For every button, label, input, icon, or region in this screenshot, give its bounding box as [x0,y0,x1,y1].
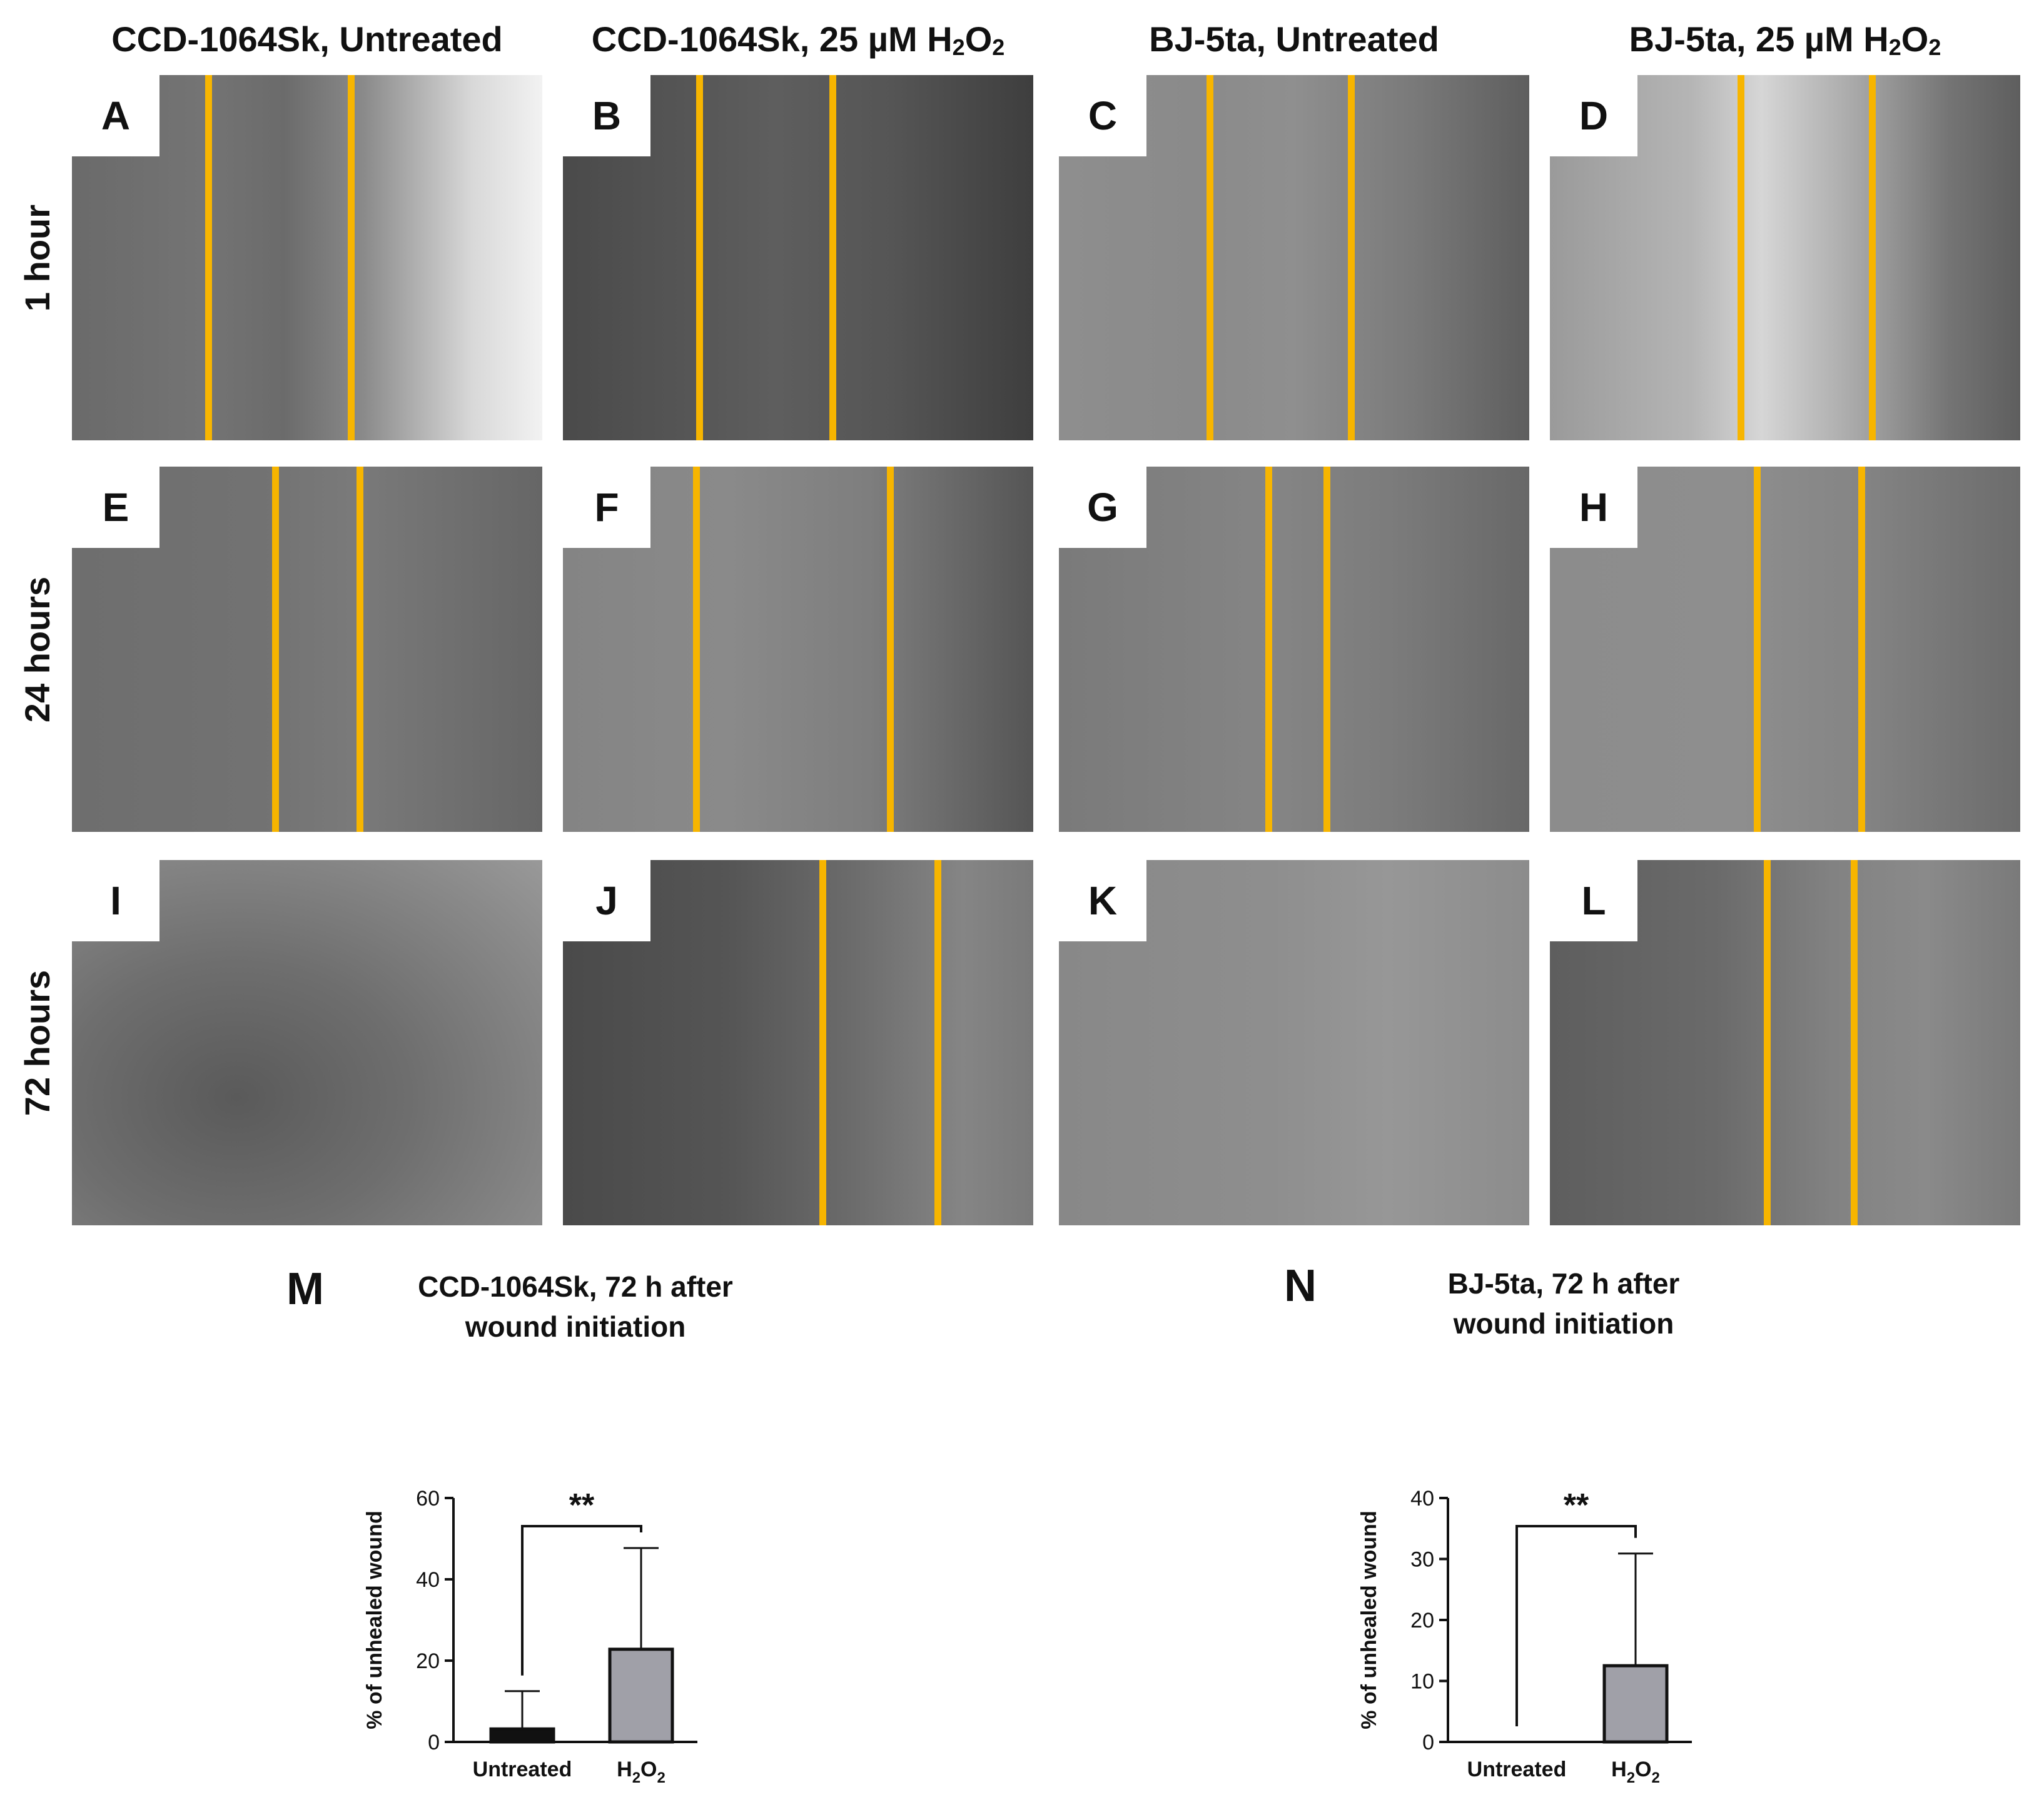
wound-edge-line [887,467,894,832]
panel-label: E [72,467,159,548]
x-tick-label: H2O2 [617,1758,665,1786]
y-axis-label: % of unhealed wound [1357,1511,1381,1729]
y-tick-label: 0 [428,1731,440,1754]
wound-edge-line [1858,467,1865,832]
chart-title-m: CCD-1064Sk, 72 h after wound initiation [418,1270,733,1343]
micrograph-panel-c: C [1059,75,1529,440]
micrograph-panel-h: H [1550,467,2020,832]
panel-label: C [1059,75,1146,156]
row-label-24-hours: 24 hours [18,576,58,722]
wound-edge-line [693,467,700,832]
micrograph-panel-f: F [563,467,1033,832]
y-tick-label: 40 [1410,1487,1434,1511]
panel-label: L [1550,860,1637,941]
bar-h2o2 [608,1648,674,1744]
micrograph-panel-a: A [72,75,542,440]
wound-edge-line [1754,467,1761,832]
wound-edge-line [357,467,363,832]
wound-edge-line [1265,467,1272,832]
y-axis-label: % of unhealed wound [363,1511,387,1729]
wound-edge-line [829,75,836,440]
wound-edge-line [205,75,212,440]
y-tick-label: 20 [416,1649,440,1673]
column-header-bj-untreated: BJ-5ta, Untreated [1149,19,1439,59]
micrograph-panel-b: B [563,75,1033,440]
y-tick-label: 60 [416,1487,440,1511]
wound-edge-line [348,75,355,440]
micrograph-panel-e: E [72,467,542,832]
bar-untreated [489,1727,555,1744]
wound-edge-line [1323,467,1330,832]
row-label-1-hour: 1 hour [18,204,58,311]
significance-bracket [1515,1525,1637,1726]
column-header-ccd-untreated: CCD-1064Sk, Untreated [111,19,503,59]
panel-label: H [1550,467,1637,548]
panel-label: A [72,75,159,156]
bar-h2o2 [1602,1664,1669,1744]
significance-bracket [521,1525,642,1676]
micrograph-panel-g: G [1059,467,1529,832]
row-label-72-hours: 72 hours [18,969,58,1116]
panel-label: G [1059,467,1146,548]
significance-label: ** [1564,1487,1589,1524]
wound-edge-line [1764,860,1771,1225]
bar-chart-m: 0 20 40 60 % of unhealed wound Untreated H2O2 *… [363,1487,697,1786]
micrograph-panel-k: K [1059,860,1529,1225]
panel-label: I [72,860,159,941]
micrograph-panel-d: D [1550,75,2020,440]
wound-edge-line [696,75,703,440]
panel-label: J [563,860,650,941]
micrograph-panel-j: J [563,860,1033,1225]
y-tick-label: 40 [416,1568,440,1592]
chart-letter-m: M [286,1264,324,1314]
panel-label: B [563,75,650,156]
x-tick-label: Untreated [473,1758,572,1781]
y-tick-label: 10 [1410,1670,1434,1694]
y-tick-label: 0 [1422,1731,1434,1754]
wound-edge-line [934,860,941,1225]
wound-edge-line [1738,75,1744,440]
panel-label: K [1059,860,1146,941]
wound-edge-line [819,860,826,1225]
wound-edge-line [1851,860,1858,1225]
significance-label: ** [569,1487,595,1524]
wound-edge-line [1207,75,1213,440]
x-tick-label: H2O2 [1611,1758,1660,1786]
y-tick-label: 20 [1410,1609,1434,1632]
y-tick-label: 30 [1410,1548,1434,1572]
wound-edge-line [272,467,279,832]
x-tick-label: Untreated [1467,1758,1567,1781]
wound-edge-line [1348,75,1355,440]
wound-edge-line [1869,75,1876,440]
panel-label: D [1550,75,1637,156]
chart-title-n: BJ-5ta, 72 h after wound initiation [1447,1267,1680,1340]
micrograph-panel-i: I [72,860,542,1225]
panel-label: F [563,467,650,548]
chart-letter-n: N [1284,1261,1317,1311]
micrograph-panel-l: L [1550,860,2020,1225]
bar-chart-n: 0 10 20 30 40 % of unhealed wound Untreated H2O… [1357,1487,1692,1786]
